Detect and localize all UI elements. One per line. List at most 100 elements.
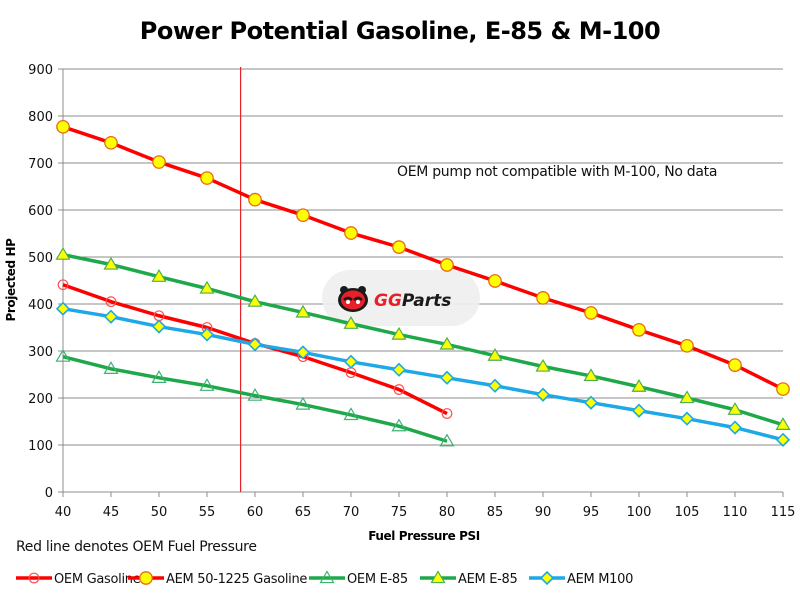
data-point-aem-m100-110 bbox=[727, 420, 743, 435]
data-point-aem-e-85-85 bbox=[487, 348, 503, 361]
y-tick-label: 200 bbox=[28, 392, 53, 407]
y-tick-label: 700 bbox=[28, 157, 53, 172]
data-point-aem-m100-80 bbox=[439, 370, 455, 385]
data-point-aem-e-85-60 bbox=[247, 293, 263, 307]
data-point-aem-50-1225-gasoline-80 bbox=[440, 258, 454, 272]
data-point-aem-50-1225-gasoline-45 bbox=[104, 135, 118, 150]
data-point-oem-gasoline-45 bbox=[105, 296, 117, 308]
data-point-oem-e-85-65 bbox=[295, 396, 311, 410]
x-tick-label: 110 bbox=[723, 505, 748, 520]
x-tick-label: 65 bbox=[295, 505, 312, 520]
series-layer bbox=[55, 119, 791, 447]
x-tick-label: 70 bbox=[343, 505, 360, 520]
data-point-aem-e-85-105 bbox=[679, 390, 695, 404]
data-point-aem-50-1225-gasoline-40 bbox=[56, 119, 70, 134]
x-tick-label: 95 bbox=[583, 505, 600, 520]
x-tick-label: 60 bbox=[247, 505, 264, 520]
data-point-oem-gasoline-80 bbox=[441, 408, 453, 419]
x-tick-label: 40 bbox=[55, 505, 72, 520]
data-point-aem-e-85-115 bbox=[775, 417, 791, 430]
data-point-aem-e-85-45 bbox=[103, 256, 119, 270]
y-tick-label: 900 bbox=[28, 63, 53, 78]
x-tick-label: 45 bbox=[103, 505, 120, 520]
data-point-aem-e-85-40 bbox=[55, 246, 71, 260]
x-axis-label: Fuel Pressure PSI bbox=[368, 529, 480, 543]
data-point-aem-e-85-75 bbox=[391, 326, 407, 340]
ggparts-watermark: GGParts bbox=[322, 270, 480, 326]
legend-swatch-marker bbox=[319, 570, 335, 584]
legend: OEM Gasoline AEM 50-1225 Gasoline OEM E-85… bbox=[16, 570, 633, 587]
data-point-aem-50-1225-gasoline-90 bbox=[536, 291, 550, 305]
annotation-red-line: Red line denotes OEM Fuel Pressure bbox=[16, 539, 257, 555]
data-point-aem-50-1225-gasoline-95 bbox=[584, 306, 598, 320]
data-point-aem-m100-95 bbox=[583, 395, 599, 410]
data-point-oem-gasoline-40 bbox=[57, 279, 69, 291]
data-point-aem-e-85-110 bbox=[727, 402, 743, 415]
watermark-badge bbox=[322, 270, 480, 326]
data-point-aem-m100-90 bbox=[535, 387, 551, 402]
data-point-aem-m100-105 bbox=[679, 411, 695, 426]
data-point-aem-50-1225-gasoline-50 bbox=[152, 155, 166, 169]
data-point-aem-e-85-70 bbox=[343, 316, 359, 329]
data-point-aem-e-85-80 bbox=[439, 336, 455, 350]
series-line-aem-50-1225-gasoline bbox=[62, 125, 784, 391]
legend-item-aem-e-85: AEM E-85 bbox=[420, 570, 518, 587]
data-point-oem-e-85-55 bbox=[199, 378, 215, 391]
data-point-aem-e-85-95 bbox=[583, 368, 599, 382]
data-point-oem-e-85-40 bbox=[55, 348, 71, 362]
series-line-aem-e-85 bbox=[62, 252, 784, 427]
legend-item-oem-gasoline: OEM Gasoline bbox=[16, 572, 141, 587]
tick-labels: 0 100 200 300 400 500 600 700 800 900 40 45 50 55 60 65… bbox=[28, 63, 795, 520]
data-point-aem-m100-60 bbox=[247, 337, 263, 352]
data-point-aem-e-85-50 bbox=[151, 269, 167, 282]
legend-item-aem-50-1225-gasoline: AEM 50-1225 Gasoline bbox=[128, 571, 308, 587]
data-point-aem-m100-55 bbox=[199, 327, 215, 342]
data-point-aem-50-1225-gasoline-105 bbox=[680, 338, 694, 353]
data-point-oem-gasoline-75 bbox=[393, 384, 405, 395]
series-oem-e-85 bbox=[55, 348, 455, 447]
x-tick-label: 105 bbox=[675, 505, 700, 520]
legend-label: OEM E-85 bbox=[347, 572, 408, 587]
legend-swatch-marker bbox=[430, 570, 446, 584]
chart-title: Power Potential Gasoline, E-85 & M-100 bbox=[140, 17, 660, 45]
data-point-aem-50-1225-gasoline-100 bbox=[632, 322, 646, 337]
y-tick-label: 0 bbox=[45, 486, 53, 501]
series-aem-50-1225-gasoline bbox=[56, 119, 790, 396]
data-point-oem-e-85-60 bbox=[247, 387, 263, 401]
data-point-aem-50-1225-gasoline-55 bbox=[200, 171, 214, 185]
annotation-no-data: OEM pump not compatible with M-100, No d… bbox=[397, 164, 717, 180]
legend-swatch-marker bbox=[139, 571, 153, 585]
x-tick-label: 50 bbox=[151, 505, 168, 520]
series-aem-m100 bbox=[55, 301, 791, 447]
x-tick-label: 100 bbox=[627, 505, 652, 520]
data-point-aem-m100-45 bbox=[103, 309, 119, 324]
data-point-aem-m100-50 bbox=[151, 319, 167, 334]
data-point-oem-e-85-70 bbox=[343, 407, 359, 421]
watermark-text: GGParts bbox=[374, 291, 451, 311]
ggparts-mascot-icon bbox=[338, 286, 368, 312]
x-tick-label: 55 bbox=[199, 505, 216, 520]
data-point-oem-e-85-45 bbox=[103, 361, 119, 375]
x-tick-label: 75 bbox=[391, 505, 408, 520]
data-point-aem-50-1225-gasoline-70 bbox=[344, 226, 358, 240]
legend-label: AEM E-85 bbox=[458, 572, 518, 587]
data-point-aem-m100-70 bbox=[343, 354, 359, 369]
data-point-aem-m100-40 bbox=[55, 301, 71, 316]
series-aem-e-85 bbox=[55, 246, 791, 430]
data-point-aem-50-1225-gasoline-65 bbox=[296, 208, 310, 223]
series-line-oem-e-85 bbox=[62, 354, 448, 443]
y-tick-label: 100 bbox=[28, 439, 53, 454]
legend-swatch-marker bbox=[539, 570, 555, 586]
data-point-aem-m100-100 bbox=[631, 403, 647, 418]
data-point-oem-e-85-50 bbox=[151, 370, 167, 383]
data-point-aem-e-85-100 bbox=[631, 379, 647, 392]
legend-item-aem-m100: AEM M100 bbox=[529, 570, 633, 587]
legend-label: OEM Gasoline bbox=[54, 572, 141, 587]
data-point-aem-50-1225-gasoline-115 bbox=[776, 382, 790, 396]
y-axis-label: Projected HP bbox=[4, 238, 18, 322]
data-point-aem-e-85-90 bbox=[535, 358, 551, 372]
y-tick-label: 300 bbox=[28, 345, 53, 360]
legend-label: AEM M100 bbox=[567, 572, 633, 587]
legend-item-oem-e-85: OEM E-85 bbox=[309, 570, 408, 587]
